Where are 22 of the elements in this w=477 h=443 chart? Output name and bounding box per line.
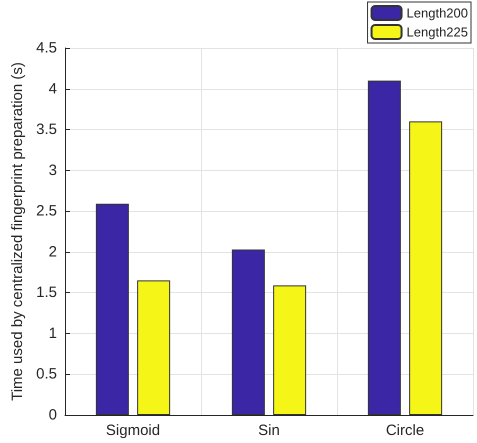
y-tick-label: 3.5	[36, 121, 57, 138]
bar	[96, 204, 129, 415]
y-tick-label: 2	[48, 243, 57, 260]
y-tick-label: 4	[48, 80, 57, 98]
x-tick-label: Circle	[386, 422, 424, 439]
legend-label: Length225	[406, 24, 468, 40]
bar	[232, 249, 265, 415]
y-tick-label: 1	[48, 324, 57, 342]
y-tick-label: 1.5	[36, 284, 57, 302]
legend-label: Length200	[406, 6, 468, 20]
x-tick-label: Sin	[258, 422, 280, 439]
y-tick-label: 2.5	[36, 202, 57, 220]
y-tick-label: 0	[48, 406, 57, 424]
bar	[368, 80, 401, 415]
bar	[137, 280, 170, 415]
y-tick-label: 3	[48, 162, 57, 179]
y-axis-title: Time used by centralized fingerprint preparation (s)	[9, 62, 26, 401]
bar	[273, 285, 306, 415]
y-tick-label: 0.5	[36, 366, 57, 383]
x-tick-label: Sigmoid	[106, 422, 160, 439]
y-tick-label: 4.5	[36, 40, 57, 56]
bar	[409, 121, 442, 415]
